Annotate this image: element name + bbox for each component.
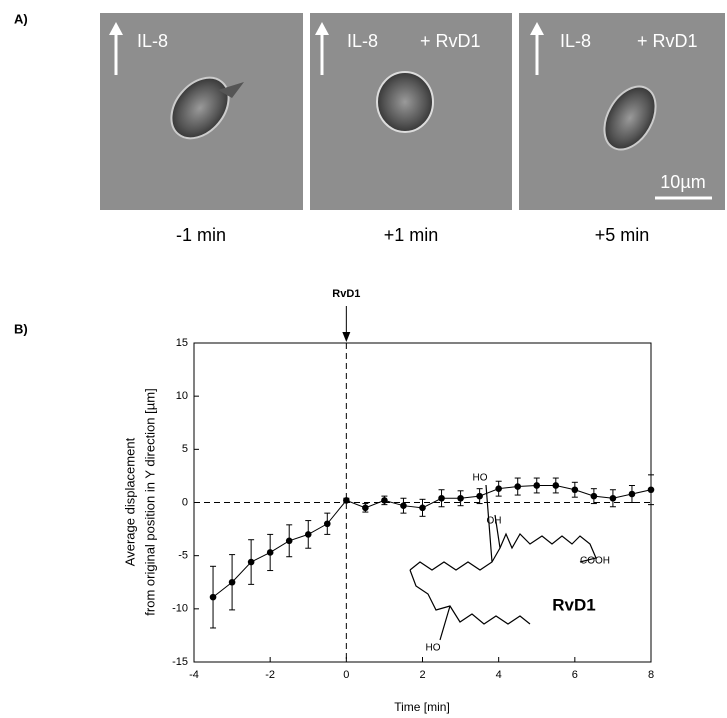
stimulus-label: IL-8 — [560, 31, 591, 51]
treatment-label: + RvD1 — [420, 31, 481, 51]
data-point — [609, 494, 617, 502]
x-tick-label: -2 — [265, 669, 275, 681]
data-point — [590, 492, 598, 500]
micrograph: IL-8 + RvD1 10µm — [519, 13, 725, 210]
arrow-head — [315, 22, 329, 35]
panel-label: A) — [14, 11, 28, 26]
stimulus-label: IL-8 — [137, 31, 168, 51]
micrograph: IL-8 — [100, 13, 303, 210]
structure-label: HO — [473, 473, 488, 484]
data-point — [266, 549, 274, 556]
annotation-arrow-head — [342, 332, 351, 342]
x-tick-label: 0 — [343, 669, 349, 681]
scale-bar-label: 10µm — [660, 172, 705, 192]
data-point — [438, 494, 445, 502]
data-point — [571, 486, 579, 494]
data-point — [552, 482, 560, 489]
data-point — [495, 485, 502, 492]
y-axis-label: Average displacement — [122, 437, 137, 566]
data-point — [209, 593, 217, 601]
cell — [603, 85, 657, 151]
data-point — [514, 483, 522, 490]
annotation: RvD1 — [332, 288, 360, 300]
bond — [485, 484, 493, 563]
image-caption: -1 min — [176, 225, 226, 245]
data-point — [285, 537, 293, 545]
y-tick-label: 5 — [182, 443, 188, 455]
structure-label: OH — [487, 516, 502, 527]
x-axis-label: Time [min] — [394, 700, 450, 714]
x-tick-label: 2 — [419, 669, 425, 681]
y-tick-label: 0 — [182, 496, 188, 508]
data-point — [362, 504, 369, 512]
arrow-head — [109, 22, 123, 35]
data-line — [212, 484, 652, 598]
y-axis-label: from original position in Y direction [µ… — [142, 388, 157, 615]
chain — [409, 532, 597, 571]
bond — [494, 514, 501, 549]
structure-name: RvD1 — [552, 595, 595, 614]
data-point — [323, 520, 331, 528]
data-point — [476, 492, 483, 500]
y-tick-label: 15 — [176, 337, 188, 349]
x-tick-label: 6 — [572, 669, 578, 681]
data-point — [400, 502, 407, 509]
panel-label: B) — [14, 321, 28, 336]
structure-label: COOH — [580, 556, 610, 567]
data-point — [533, 482, 541, 489]
cell — [170, 76, 230, 140]
cell — [376, 71, 434, 133]
micrograph: IL-8 + RvD1 — [310, 13, 512, 210]
data-point — [457, 494, 464, 502]
data-point — [381, 497, 388, 504]
stimulus-label: IL-8 — [347, 31, 378, 51]
x-tick-label: -4 — [189, 669, 199, 681]
data-point — [247, 558, 255, 566]
chemical-structure — [409, 484, 597, 641]
y-tick-label: -15 — [172, 656, 188, 668]
y-tick-label: -5 — [178, 550, 188, 562]
cell-tail — [218, 82, 244, 98]
bond — [439, 605, 451, 641]
arrow-head — [530, 22, 544, 35]
data-point — [647, 486, 655, 494]
image-caption: +1 min — [384, 225, 439, 245]
data-point — [419, 504, 426, 512]
y-tick-label: -10 — [172, 603, 188, 615]
data-point — [228, 578, 236, 586]
data-point — [304, 531, 312, 538]
chain — [409, 569, 531, 625]
structure-label: HO — [426, 643, 441, 654]
treatment-label: + RvD1 — [637, 31, 698, 51]
data-point — [628, 490, 636, 498]
y-tick-label: 10 — [176, 390, 188, 402]
data-point — [343, 497, 350, 504]
x-tick-label: 4 — [496, 669, 502, 681]
x-tick-label: 8 — [648, 669, 654, 681]
image-caption: +5 min — [595, 225, 650, 245]
